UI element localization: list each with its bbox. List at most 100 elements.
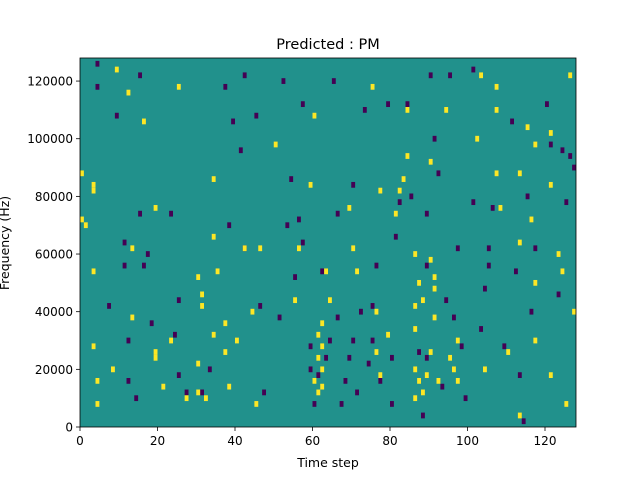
heatmap-cell-positive — [196, 274, 201, 280]
heatmap-cell-negative — [455, 245, 460, 252]
y-tick-label: 0 — [65, 421, 73, 435]
heatmap-cell-negative — [289, 176, 294, 182]
heatmap-cell-positive — [529, 216, 534, 223]
heatmap-cell-negative — [436, 170, 441, 177]
heatmap-cell-negative — [223, 83, 228, 90]
heatmap-cell-positive — [413, 366, 418, 373]
heatmap-cell-positive — [211, 233, 216, 240]
heatmap-cell-negative — [293, 274, 298, 280]
heatmap-cell-negative — [176, 372, 181, 378]
heatmap-cell-negative — [448, 72, 453, 79]
heatmap-cell-negative — [471, 66, 476, 73]
heatmap-cell-negative — [114, 112, 119, 119]
heatmap-cell-positive — [479, 72, 484, 79]
heatmap-cell-positive — [242, 245, 247, 252]
y-axis: 0 20000 40000 60000 80000 100000 120000 — [27, 75, 80, 435]
heatmap-cell-negative — [207, 366, 212, 373]
heatmap-cell-negative — [316, 372, 321, 378]
heatmap-cell-negative — [134, 395, 139, 402]
y-tick-label: 100000 — [27, 132, 73, 146]
heatmap-cell-negative — [471, 199, 476, 206]
heatmap-cell-negative — [510, 118, 515, 125]
heatmap-cell-positive — [494, 107, 499, 113]
heatmap-cell-positive — [370, 83, 375, 90]
heatmap-cell-positive — [572, 308, 577, 315]
heatmap-cell-negative — [486, 245, 491, 252]
heatmap-cell-negative — [440, 383, 445, 390]
heatmap-cell-positive — [250, 308, 255, 315]
heatmap-cell-negative — [142, 262, 146, 269]
heatmap-cell-negative — [421, 412, 425, 419]
heatmap-cell-negative — [231, 118, 236, 125]
heatmap-cell-negative — [490, 205, 495, 211]
heatmap-cell-negative — [308, 366, 313, 373]
heatmap-cell-positive — [184, 395, 189, 402]
heatmap-cell-negative — [351, 337, 356, 344]
heatmap-cell-negative — [521, 418, 526, 425]
heatmap-cell-negative — [328, 337, 332, 344]
heatmap-cell-positive — [223, 320, 228, 327]
heatmap-cell-negative — [122, 239, 127, 246]
heatmap-cell-positive — [153, 354, 158, 361]
heatmap-cell-positive — [169, 337, 174, 344]
heatmap-cell-negative — [533, 245, 538, 252]
heatmap-cell-positive — [227, 383, 232, 390]
heatmap-cell-negative — [564, 199, 569, 206]
heatmap-cell-positive — [316, 331, 321, 338]
heatmap-cell-positive — [548, 181, 553, 188]
heatmap-cell-negative — [138, 210, 143, 217]
heatmap-cell-positive — [506, 349, 511, 355]
heatmap-cell-positive — [126, 89, 131, 96]
heatmap-cell-positive — [320, 343, 325, 350]
heatmap-cell-negative — [184, 389, 189, 396]
heatmap-cell-negative — [366, 360, 371, 367]
heatmap-cell-positive — [413, 326, 418, 332]
heatmap-cell-negative — [390, 401, 394, 407]
heatmap-cell-negative — [300, 101, 305, 108]
heatmap-cell-positive — [428, 158, 433, 165]
heatmap-cell-negative — [107, 303, 112, 309]
heatmap-cell-negative — [479, 326, 484, 332]
heatmap-cell-negative — [169, 210, 174, 217]
heatmap-cell-negative — [200, 389, 205, 396]
heatmap-cell-positive — [417, 377, 422, 384]
heatmap-cell-positive — [211, 176, 216, 182]
heatmap-cell-positive — [413, 395, 418, 402]
heatmap-cell-negative — [227, 222, 232, 229]
heatmap-cell-negative — [258, 303, 263, 309]
heatmap-cell-positive — [432, 285, 437, 292]
y-tick-label: 80000 — [35, 190, 73, 204]
heatmap-cell-positive — [153, 205, 158, 211]
heatmap-cell-negative — [452, 314, 456, 321]
heatmap-cell-negative — [95, 83, 100, 90]
heatmap-cell-negative — [514, 268, 518, 275]
heatmap-cell-positive — [351, 245, 356, 252]
heatmap-cell-positive — [378, 187, 383, 194]
heatmap-cell-positive — [215, 268, 220, 275]
heatmap-cell-positive — [455, 337, 460, 344]
chart-title: Predicted : PM — [276, 37, 379, 53]
heatmap-cell-positive — [560, 268, 565, 275]
heatmap-cell-positive — [432, 274, 437, 280]
heatmap-cell-negative — [242, 72, 247, 79]
heatmap-cell-positive — [355, 268, 360, 275]
heatmap-cell-positive — [374, 308, 379, 315]
heatmap-cell-negative — [351, 181, 356, 188]
heatmap-cell-negative — [297, 216, 301, 223]
heatmap-cell-positive — [200, 291, 205, 298]
heatmap-cell-positive — [413, 251, 418, 257]
heatmap-cell-negative — [517, 372, 522, 378]
heatmap-cell-positive — [312, 377, 317, 384]
heatmap-cell-negative — [386, 101, 391, 108]
heatmap-cell-negative — [308, 343, 313, 350]
heatmap-cell-negative — [378, 377, 383, 384]
heatmap-cell-positive — [525, 124, 530, 131]
heatmap-cell-negative — [238, 147, 243, 154]
heatmap-cell-positive — [176, 83, 181, 90]
heatmap-cell-negative — [424, 354, 429, 361]
heatmap-cell-positive — [211, 331, 216, 338]
heatmap-cell-positive — [498, 205, 503, 211]
heatmap-cell-positive — [556, 251, 561, 257]
heatmap-cell-positive — [320, 366, 325, 373]
